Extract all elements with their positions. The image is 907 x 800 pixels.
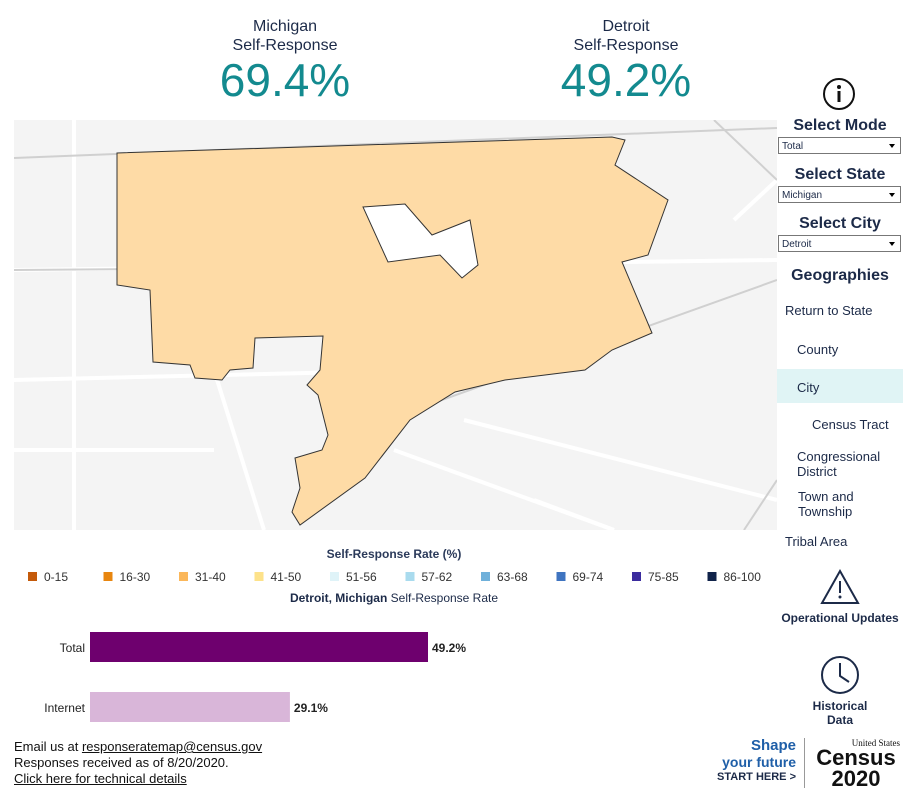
geography-option[interactable]: Congressional District [797, 449, 881, 479]
geography-option[interactable]: Return to State [785, 303, 873, 318]
logo-divider [804, 738, 805, 788]
legend-label: 63-68 [497, 570, 528, 584]
geography-option[interactable]: Census Tract [812, 417, 889, 432]
legend-label: 41-50 [271, 570, 302, 584]
city-name: Detroit [602, 18, 650, 35]
slogan-start: START HERE > [717, 771, 796, 783]
legend-swatch [481, 572, 490, 581]
dropdown-arrow [889, 144, 895, 148]
select-label: Select State [794, 166, 886, 183]
value-label: 29.1% [294, 701, 328, 715]
legend-swatch [330, 572, 339, 581]
logo-year: 2020 [831, 766, 881, 791]
legend-swatch [707, 572, 717, 581]
geography-option[interactable]: Town and Township [798, 489, 854, 519]
legend-swatch [405, 572, 415, 581]
historical-data[interactable]: Historical Data [812, 699, 868, 727]
legend: Self-Response Rate (%) Detroit, Michigan… [28, 547, 762, 605]
email-prefix: Email us at [14, 739, 79, 754]
legend-label: 0-15 [44, 570, 68, 584]
legend-swatch [632, 572, 641, 581]
slogan-future: your future [722, 754, 796, 770]
geographies-title: Geographies [791, 267, 889, 284]
select-box[interactable]: Total [778, 137, 901, 154]
logo-census: Census [816, 745, 896, 770]
logo-us: United States [851, 738, 900, 748]
select-value: Detroit [782, 239, 812, 250]
slogan[interactable]: Shape your future START HERE > [712, 738, 796, 785]
email-link[interactable]: responseratemap@census.gov [81, 739, 263, 754]
clock-icon[interactable] [820, 655, 860, 695]
bar-label: Total [60, 641, 85, 655]
city-label: Self-Response [573, 37, 679, 54]
map[interactable] [14, 120, 777, 530]
legend-label: 16-30 [120, 570, 151, 584]
geography-option[interactable]: City [797, 380, 820, 395]
census-logo: United States Census 2020 [812, 738, 900, 790]
legend-swatch [179, 572, 188, 581]
bar-label: Internet [44, 701, 85, 715]
chart-title: Detroit, Michigan Self-Response Rate [290, 591, 498, 605]
geography-option[interactable]: County [797, 342, 839, 357]
sidebar: Operational Updates Historical Data Sele… [777, 75, 903, 795]
operational-updates[interactable]: Operational Updates [781, 611, 899, 625]
selected-highlight [777, 369, 903, 403]
chart-title-place: Detroit, Michigan [290, 591, 387, 605]
state-stat: Michigan Self-Response 69.4% [185, 17, 385, 105]
select-value: Total [782, 141, 804, 152]
legend-label: 75-85 [648, 570, 679, 584]
legend-label: 51-56 [346, 570, 377, 584]
select-label: Select Mode [793, 117, 887, 134]
legend-swatch [103, 572, 113, 581]
city-shape[interactable] [116, 136, 669, 526]
footer-email: Email us at responseratemap@census.gov [14, 739, 262, 754]
legend-swatch [556, 572, 566, 581]
warning-icon[interactable] [819, 568, 861, 606]
state-name: Michigan [252, 18, 318, 35]
bar-chart: Total 49.2% Internet 29.1% [44, 632, 466, 722]
legend-swatch [254, 572, 264, 581]
legend-title: Self-Response Rate (%) [327, 547, 462, 561]
bar [90, 692, 290, 722]
received-date: Responses received as of 8/20/2020. [14, 755, 229, 770]
city-stat: Detroit Self-Response 49.2% [526, 17, 726, 105]
legend-label: 57-62 [422, 570, 453, 584]
slogan-shape: Shape [750, 737, 796, 754]
legend-swatch [28, 572, 37, 581]
chart-title-text: Self-Response Rate [391, 591, 499, 605]
select-value: Michigan [782, 190, 823, 201]
legend-label: 69-74 [573, 570, 604, 584]
geography-option[interactable]: Tribal Area [785, 534, 848, 549]
dropdown-arrow [889, 193, 895, 197]
state-value: 69.4% [219, 54, 351, 106]
info-icon[interactable] [822, 77, 856, 111]
select-box[interactable]: Michigan [778, 186, 901, 203]
legend-label: 86-100 [724, 570, 762, 584]
state-label: Self-Response [232, 37, 338, 54]
technical-link[interactable]: Click here for technical details [14, 771, 187, 786]
dropdown-arrow [889, 242, 895, 246]
enclave [362, 203, 479, 279]
select-box[interactable]: Detroit [778, 235, 901, 252]
city-value: 49.2% [560, 54, 692, 106]
value-label: 49.2% [432, 641, 466, 655]
select-label: Select City [799, 215, 881, 232]
legend-label: 31-40 [195, 570, 226, 584]
bar [90, 632, 429, 662]
